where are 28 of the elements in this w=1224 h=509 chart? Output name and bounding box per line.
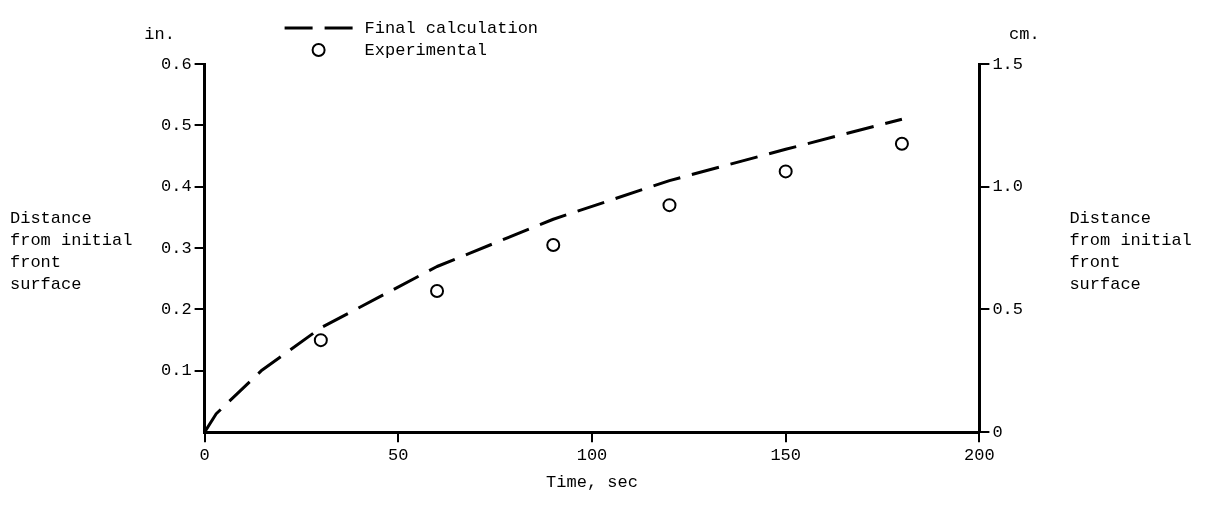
- point: [778, 164, 793, 179]
- x-tick-label: 100: [576, 445, 608, 465]
- x-tick-label: 200: [964, 445, 995, 465]
- point: [546, 238, 561, 253]
- y-axis-title: Distance from initial front surface: [10, 208, 133, 294]
- y-tick-label: 0.2: [161, 299, 192, 319]
- y-tick-label: 0.6: [161, 54, 192, 74]
- y-tick-label: 0.1: [161, 361, 192, 381]
- text: cm.: [1009, 24, 1040, 44]
- y-tick-label: 0.5: [161, 115, 192, 135]
- legend-label: Final calculation: [364, 18, 539, 38]
- x-tick-label: 50: [388, 445, 409, 465]
- legend-label: Experimental: [364, 40, 488, 60]
- x-tick-label: 0: [199, 445, 210, 465]
- y2-axis-title: Distance from initial front surface: [1069, 208, 1192, 294]
- y2-tick-label: 0.5: [992, 299, 1023, 319]
- text: in.: [144, 24, 175, 44]
- y-tick-label: 0.3: [161, 238, 192, 258]
- point: [894, 136, 909, 151]
- y-tick-label: 0.4: [161, 177, 192, 197]
- point: [662, 198, 677, 213]
- x-tick-label: 150: [770, 445, 801, 465]
- point: [430, 284, 445, 299]
- x-axis-title: Time, sec: [546, 473, 638, 493]
- point: [313, 333, 328, 348]
- y2-tick-label: 0: [992, 422, 1003, 442]
- y2-tick-label: 1.0: [992, 177, 1023, 197]
- y2-tick-label: 1.5: [992, 54, 1023, 74]
